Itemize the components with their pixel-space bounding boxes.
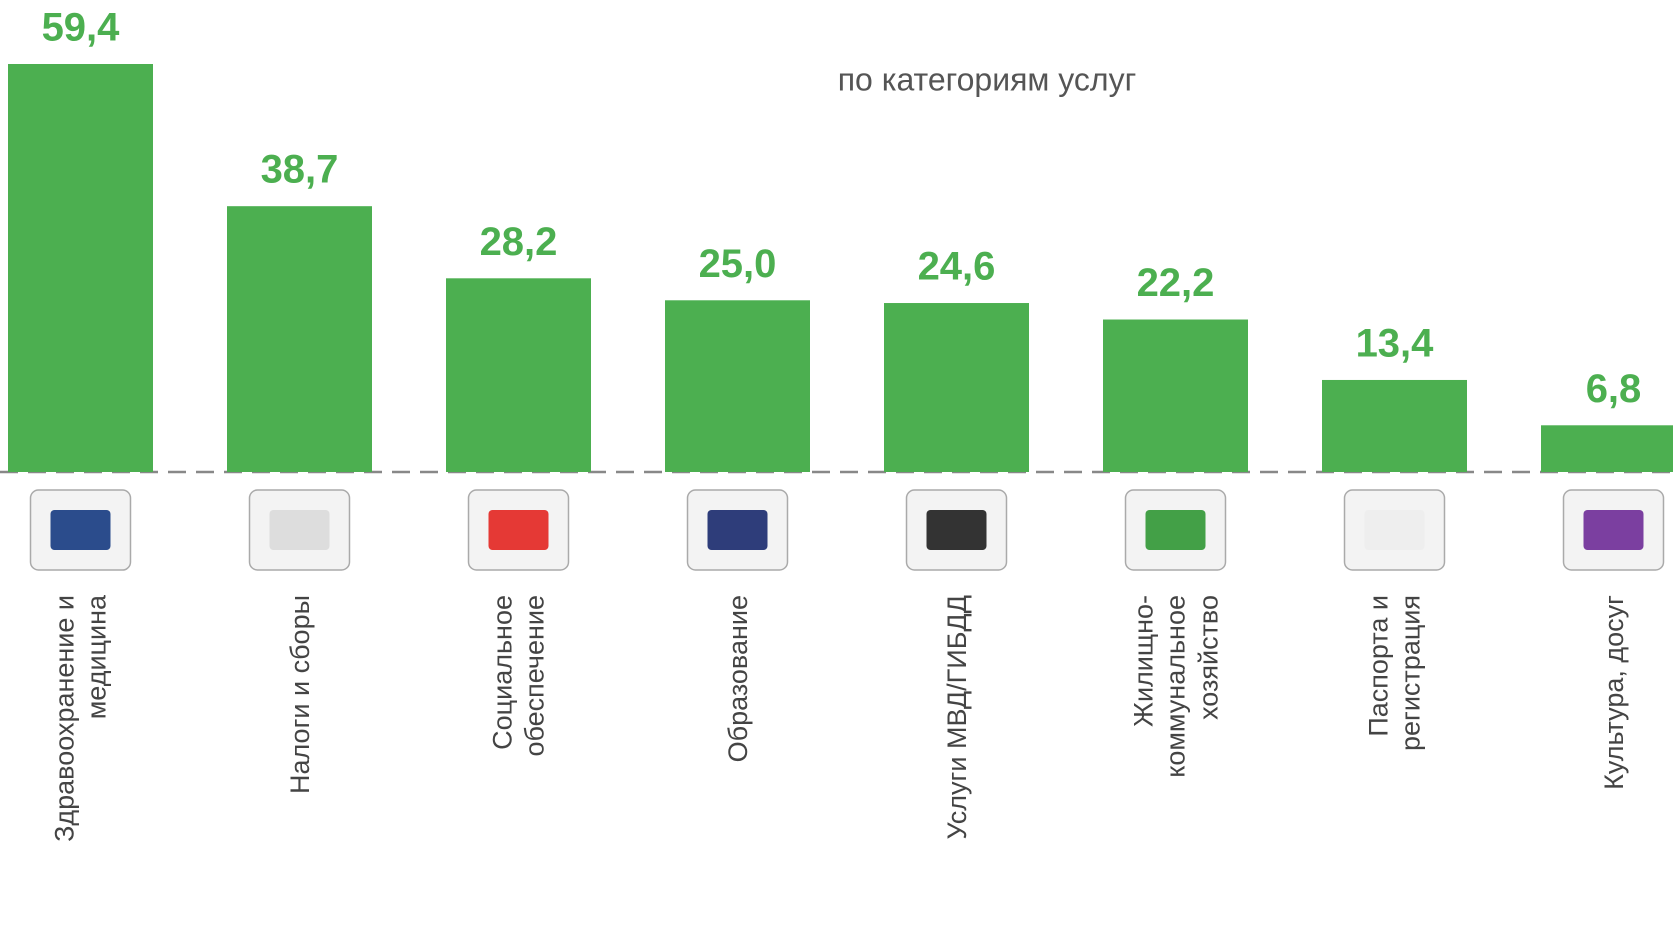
bar — [8, 64, 153, 472]
value-label: 13,4 — [1356, 322, 1435, 366]
x-tick-label: Паспорта и регистрация — [1362, 595, 1427, 885]
icon — [1365, 510, 1425, 550]
x-tick-label: Социальное обеспечение — [486, 595, 551, 885]
value-label: 28,2 — [480, 220, 558, 264]
subtitle: по категориям услуг — [838, 61, 1137, 97]
bar — [1103, 320, 1248, 472]
value-label: 25,0 — [699, 242, 777, 286]
bar — [446, 278, 591, 472]
bar — [1322, 380, 1467, 472]
x-tick-label: Образование — [721, 595, 753, 885]
x-tick-label: Налоги и сборы — [283, 595, 315, 885]
x-tick-label: Культура, досуг — [1597, 595, 1629, 885]
value-label: 22,2 — [1137, 261, 1215, 305]
chart: по категориям услуг 59,4 38,7 28,2 25,0 24,6… — [0, 0, 1673, 933]
x-tick-label: Здравоохранение и медицина — [48, 595, 113, 885]
x-tick-label: Услуги МВД/ГИБДД — [940, 595, 972, 885]
value-label: 6,8 — [1586, 367, 1642, 411]
bar — [227, 206, 372, 472]
x-tick-label: Жилищно-коммунальное хозяйство — [1127, 595, 1224, 885]
value-label: 38,7 — [261, 148, 339, 192]
bar — [884, 303, 1029, 472]
icon — [1146, 510, 1206, 550]
bar — [665, 300, 810, 472]
icon — [489, 510, 549, 550]
icon — [270, 510, 330, 550]
value-label: 24,6 — [918, 245, 996, 289]
icon — [708, 510, 768, 550]
icon — [51, 510, 111, 550]
icon — [927, 510, 987, 550]
value-label: 59,4 — [42, 6, 121, 50]
icon — [1584, 510, 1644, 550]
bar — [1541, 425, 1673, 472]
